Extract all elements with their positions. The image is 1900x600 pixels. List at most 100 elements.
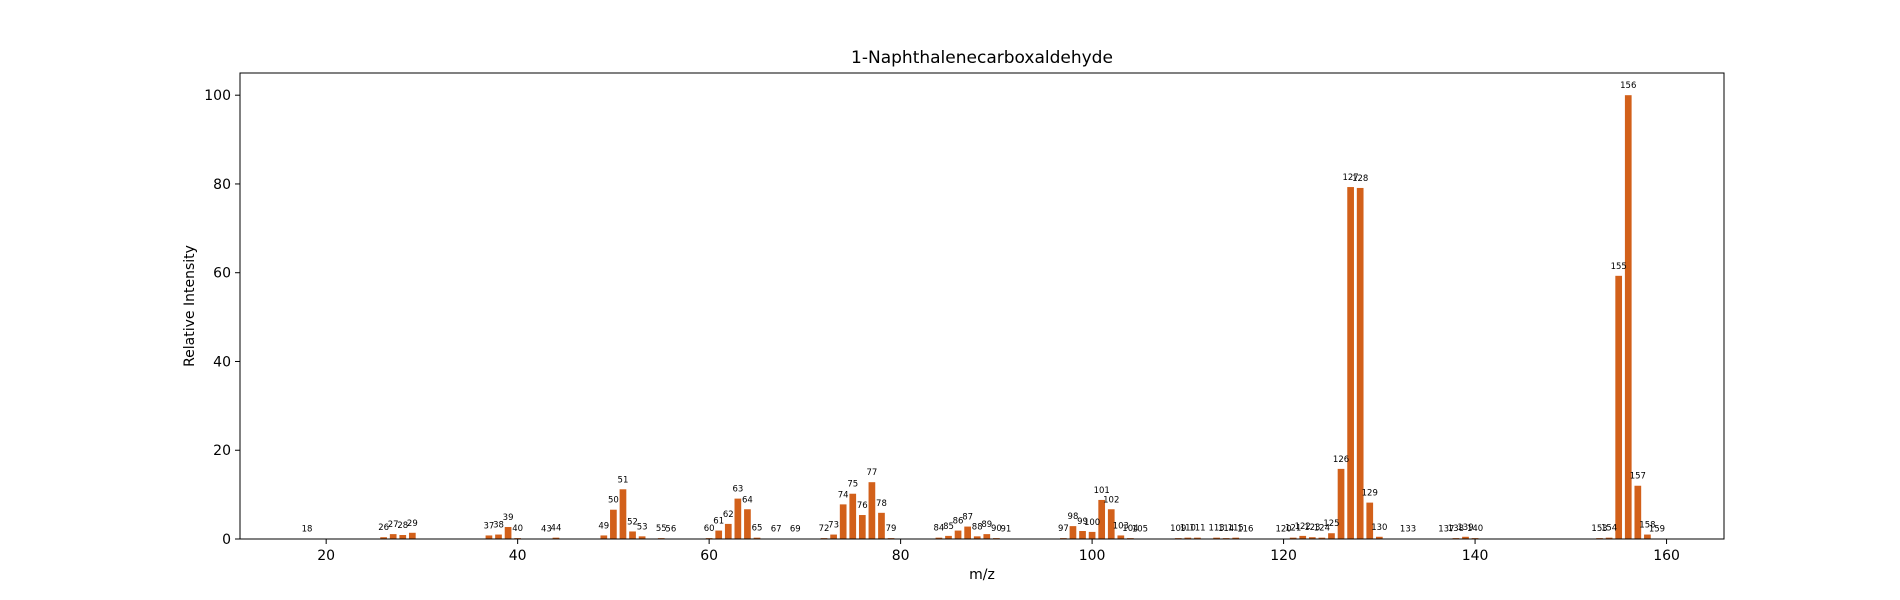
bar-label-mz-67: 67 xyxy=(771,525,782,535)
bar-mz-88 xyxy=(973,536,981,539)
bar-mz-127 xyxy=(1347,187,1354,539)
bar-label-mz-65: 65 xyxy=(752,524,763,534)
bar-mz-52 xyxy=(629,531,636,539)
bar-mz-154 xyxy=(1605,537,1613,539)
bar-label-mz-121: 121 xyxy=(1285,524,1301,534)
bar-label-mz-154: 154 xyxy=(1601,524,1617,534)
bar-label-mz-52: 52 xyxy=(627,517,638,527)
bar-mz-121 xyxy=(1289,537,1297,539)
bar-label-mz-44: 44 xyxy=(551,524,562,534)
bar-label-mz-86: 86 xyxy=(953,517,964,527)
bar-label-mz-72: 72 xyxy=(819,524,830,534)
bar-label-mz-158: 158 xyxy=(1639,521,1655,531)
bar-label-mz-99: 99 xyxy=(1077,517,1088,527)
bar-label-mz-87: 87 xyxy=(962,513,973,523)
bar-mz-113 xyxy=(1213,537,1220,539)
bar-mz-158 xyxy=(1644,534,1651,539)
bar-mz-87 xyxy=(964,526,971,539)
x-tick-label: 160 xyxy=(1653,548,1680,564)
x-axis-label: m/z xyxy=(969,567,995,583)
bar-label-mz-88: 88 xyxy=(972,522,983,532)
bar-label-mz-115: 115 xyxy=(1228,524,1244,534)
bar-label-mz-55: 55 xyxy=(656,524,667,534)
y-tick-label: 100 xyxy=(204,88,231,104)
bar-label-mz-76: 76 xyxy=(857,501,868,511)
bar-mz-27 xyxy=(389,534,397,539)
y-tick-label: 0 xyxy=(222,532,231,548)
bar-mz-51 xyxy=(619,489,627,539)
bar-mz-103 xyxy=(1117,535,1125,539)
x-tick-label: 80 xyxy=(892,548,910,564)
bar-label-mz-105: 105 xyxy=(1132,525,1148,535)
bar-label-mz-123: 123 xyxy=(1304,523,1320,533)
bar-mz-111 xyxy=(1194,537,1201,539)
y-tick-label: 60 xyxy=(213,266,231,282)
x-tick-label: 20 xyxy=(317,548,335,564)
bar-label-mz-122: 122 xyxy=(1295,522,1311,532)
bar-mz-39 xyxy=(504,527,512,539)
plot-frame xyxy=(239,72,1725,540)
y-tick-label: 20 xyxy=(213,443,231,459)
bar-mz-61 xyxy=(715,530,723,539)
bar-mz-124 xyxy=(1318,537,1326,539)
bar-label-mz-69: 69 xyxy=(790,525,801,535)
bar-mz-123 xyxy=(1308,537,1316,539)
bar-label-mz-159: 159 xyxy=(1649,525,1665,535)
bar-mz-53 xyxy=(638,536,646,539)
bar-label-mz-79: 79 xyxy=(886,524,897,534)
bar-mz-102 xyxy=(1107,509,1115,539)
bars-group xyxy=(303,95,1661,539)
bar-label-mz-155: 155 xyxy=(1611,262,1627,272)
bar-label-mz-111: 111 xyxy=(1189,524,1205,534)
y-axis-ticks: 0 20 40 60 80 100 xyxy=(204,88,240,548)
bar-label-mz-18: 18 xyxy=(302,525,313,535)
bar-label-mz-127: 127 xyxy=(1342,173,1358,183)
bar-mz-50 xyxy=(610,509,617,539)
bar-label-mz-120: 120 xyxy=(1275,525,1291,535)
bar-mz-76 xyxy=(858,515,866,539)
x-tick-label: 60 xyxy=(700,548,718,564)
bar-label-mz-157: 157 xyxy=(1630,472,1646,482)
bar-label-mz-91: 91 xyxy=(1001,525,1012,535)
bar-label-mz-51: 51 xyxy=(618,475,629,485)
y-tick-label: 80 xyxy=(213,177,231,193)
bar-mz-139 xyxy=(1462,536,1469,539)
bar-mz-125 xyxy=(1328,533,1335,539)
bar-label-mz-139: 139 xyxy=(1457,523,1473,533)
bar-label-mz-26: 26 xyxy=(378,523,389,533)
x-axis-ticks: 20 40 60 80 100 120 140 160 xyxy=(317,539,1680,564)
bar-label-mz-114: 114 xyxy=(1218,524,1234,534)
bar-label-mz-28: 28 xyxy=(397,521,408,531)
bar-label-mz-133: 133 xyxy=(1400,525,1416,535)
bar-label-mz-40: 40 xyxy=(512,524,523,534)
bar-label-mz-75: 75 xyxy=(847,480,858,490)
bar-mz-155 xyxy=(1615,275,1623,539)
bar-mz-28 xyxy=(399,535,407,539)
bar-label-mz-100: 100 xyxy=(1084,518,1100,528)
bar-label-mz-126: 126 xyxy=(1333,455,1349,465)
bar-mz-84 xyxy=(935,537,943,539)
y-axis-label: Relative Intensity xyxy=(182,245,198,367)
bar-label-mz-101: 101 xyxy=(1094,486,1110,496)
bar-label-mz-84: 84 xyxy=(934,524,945,534)
bar-label-mz-124: 124 xyxy=(1314,524,1330,534)
bar-label-mz-97: 97 xyxy=(1058,524,1069,534)
bar-mz-65 xyxy=(753,537,761,539)
bar-mz-62 xyxy=(724,523,732,539)
bar-mz-86 xyxy=(954,530,962,539)
chart-title: 1-Naphthalenecarboxaldehyde xyxy=(851,48,1113,68)
bar-label-mz-138: 138 xyxy=(1448,524,1464,534)
bar-label-mz-49: 49 xyxy=(598,521,609,531)
bar-mz-37 xyxy=(485,535,493,539)
bar-label-mz-74: 74 xyxy=(838,490,849,500)
bar-label-mz-104: 104 xyxy=(1122,524,1138,534)
bar-mz-110 xyxy=(1184,537,1192,539)
bar-label-mz-103: 103 xyxy=(1113,521,1129,531)
bar-label-mz-113: 113 xyxy=(1208,524,1224,534)
bar-mz-77 xyxy=(868,482,876,539)
bar-label-mz-56: 56 xyxy=(665,525,676,535)
bar-mz-75 xyxy=(849,493,857,539)
bar-label-mz-27: 27 xyxy=(388,520,399,530)
bar-label-mz-38: 38 xyxy=(493,521,504,531)
